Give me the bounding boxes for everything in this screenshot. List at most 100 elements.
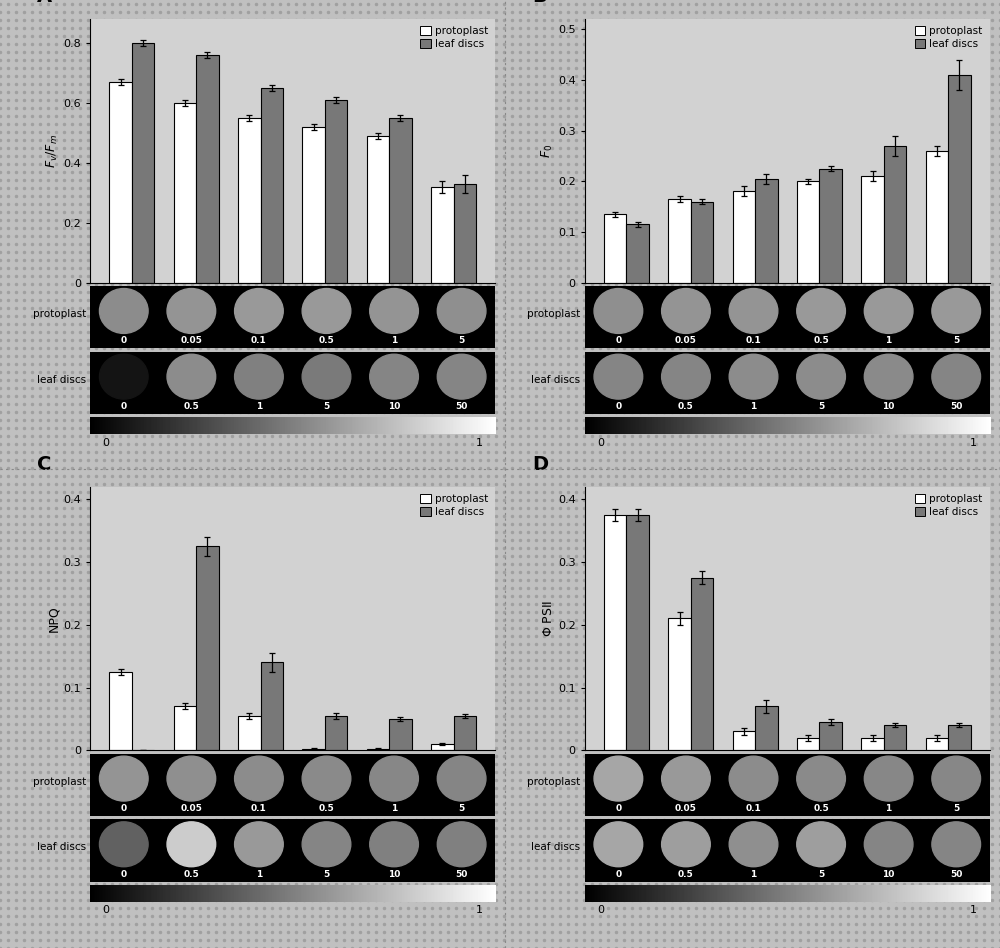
Text: 0.5: 0.5 <box>183 869 199 879</box>
Bar <box>819 722 842 750</box>
Text: leaf discs: leaf discs <box>531 843 581 852</box>
Circle shape <box>99 757 148 801</box>
Bar <box>691 577 713 750</box>
Text: 1: 1 <box>886 337 892 345</box>
Circle shape <box>302 822 351 866</box>
Circle shape <box>370 757 418 801</box>
Text: 1: 1 <box>750 402 757 410</box>
Circle shape <box>302 757 351 801</box>
Circle shape <box>662 757 710 801</box>
Bar <box>755 179 778 283</box>
Text: 5: 5 <box>323 869 330 879</box>
Text: 0: 0 <box>121 402 127 410</box>
Circle shape <box>594 288 643 334</box>
Text: 0.5: 0.5 <box>183 402 199 410</box>
Bar <box>367 136 389 283</box>
Text: 10: 10 <box>882 869 895 879</box>
Text: protoplast: protoplast <box>33 309 86 319</box>
Bar <box>132 43 154 283</box>
Bar <box>109 82 132 283</box>
Bar <box>691 202 713 283</box>
Y-axis label: $\mathit{F_v/F_m}$: $\mathit{F_v/F_m}$ <box>45 134 60 168</box>
Text: 0: 0 <box>615 402 621 410</box>
Bar <box>261 663 283 750</box>
Text: 0.5: 0.5 <box>319 804 334 812</box>
Circle shape <box>864 355 913 399</box>
Text: 1: 1 <box>750 869 757 879</box>
Bar <box>604 515 626 750</box>
Bar <box>196 55 219 283</box>
Text: 0.05: 0.05 <box>675 804 697 812</box>
Bar <box>819 169 842 283</box>
Circle shape <box>594 757 643 801</box>
Circle shape <box>99 822 148 866</box>
Text: 5: 5 <box>458 804 465 812</box>
Text: 1: 1 <box>256 402 262 410</box>
Bar <box>626 225 649 283</box>
Bar <box>733 732 755 750</box>
Text: 10: 10 <box>388 869 400 879</box>
Text: 0: 0 <box>615 804 621 812</box>
Bar <box>884 146 906 283</box>
Circle shape <box>729 822 778 866</box>
Circle shape <box>167 757 216 801</box>
Text: 0.05: 0.05 <box>180 804 202 812</box>
Text: 0.5: 0.5 <box>678 869 694 879</box>
Legend: protoplast, leaf discs: protoplast, leaf discs <box>913 492 985 520</box>
Circle shape <box>594 822 643 866</box>
Circle shape <box>932 757 981 801</box>
Text: C: C <box>37 455 52 474</box>
Circle shape <box>594 355 643 399</box>
Circle shape <box>235 288 283 334</box>
Bar <box>861 738 884 750</box>
Text: leaf discs: leaf discs <box>37 374 86 385</box>
Text: 0: 0 <box>121 337 127 345</box>
Text: 1: 1 <box>476 905 483 915</box>
Bar <box>238 118 261 283</box>
Circle shape <box>662 822 710 866</box>
Bar <box>431 744 454 750</box>
Text: 5: 5 <box>818 402 824 410</box>
Circle shape <box>99 355 148 399</box>
Text: 50: 50 <box>455 869 468 879</box>
Y-axis label: $\Phi$ PSII: $\Phi$ PSII <box>542 600 555 637</box>
Text: 0: 0 <box>103 438 110 447</box>
Bar <box>797 738 819 750</box>
Text: 0.1: 0.1 <box>251 337 267 345</box>
Text: 0: 0 <box>597 438 604 447</box>
Circle shape <box>235 822 283 866</box>
Circle shape <box>864 822 913 866</box>
Circle shape <box>864 288 913 334</box>
Y-axis label: NPQ: NPQ <box>47 605 60 631</box>
Bar <box>926 151 948 283</box>
Circle shape <box>797 822 845 866</box>
Text: 0: 0 <box>103 905 110 915</box>
Circle shape <box>370 355 418 399</box>
Text: 5: 5 <box>953 337 959 345</box>
Circle shape <box>864 757 913 801</box>
Text: 0.05: 0.05 <box>180 337 202 345</box>
Bar <box>302 127 325 283</box>
Bar <box>174 706 196 750</box>
Circle shape <box>167 288 216 334</box>
Text: 1: 1 <box>391 804 397 812</box>
Text: 0.05: 0.05 <box>675 337 697 345</box>
Bar <box>797 181 819 283</box>
Text: protoplast: protoplast <box>527 309 581 319</box>
Bar <box>604 214 626 283</box>
Text: 1: 1 <box>256 869 262 879</box>
Text: 1: 1 <box>886 804 892 812</box>
Text: A: A <box>37 0 52 7</box>
Y-axis label: $\mathit{F_0}$: $\mathit{F_0}$ <box>540 144 555 158</box>
Bar <box>454 716 476 750</box>
Text: 10: 10 <box>882 402 895 410</box>
Circle shape <box>662 288 710 334</box>
Circle shape <box>729 757 778 801</box>
Circle shape <box>437 822 486 866</box>
Text: 5: 5 <box>953 804 959 812</box>
Circle shape <box>235 757 283 801</box>
Legend: protoplast, leaf discs: protoplast, leaf discs <box>913 24 985 51</box>
Bar <box>431 187 454 283</box>
Text: B: B <box>532 0 547 7</box>
Circle shape <box>797 288 845 334</box>
